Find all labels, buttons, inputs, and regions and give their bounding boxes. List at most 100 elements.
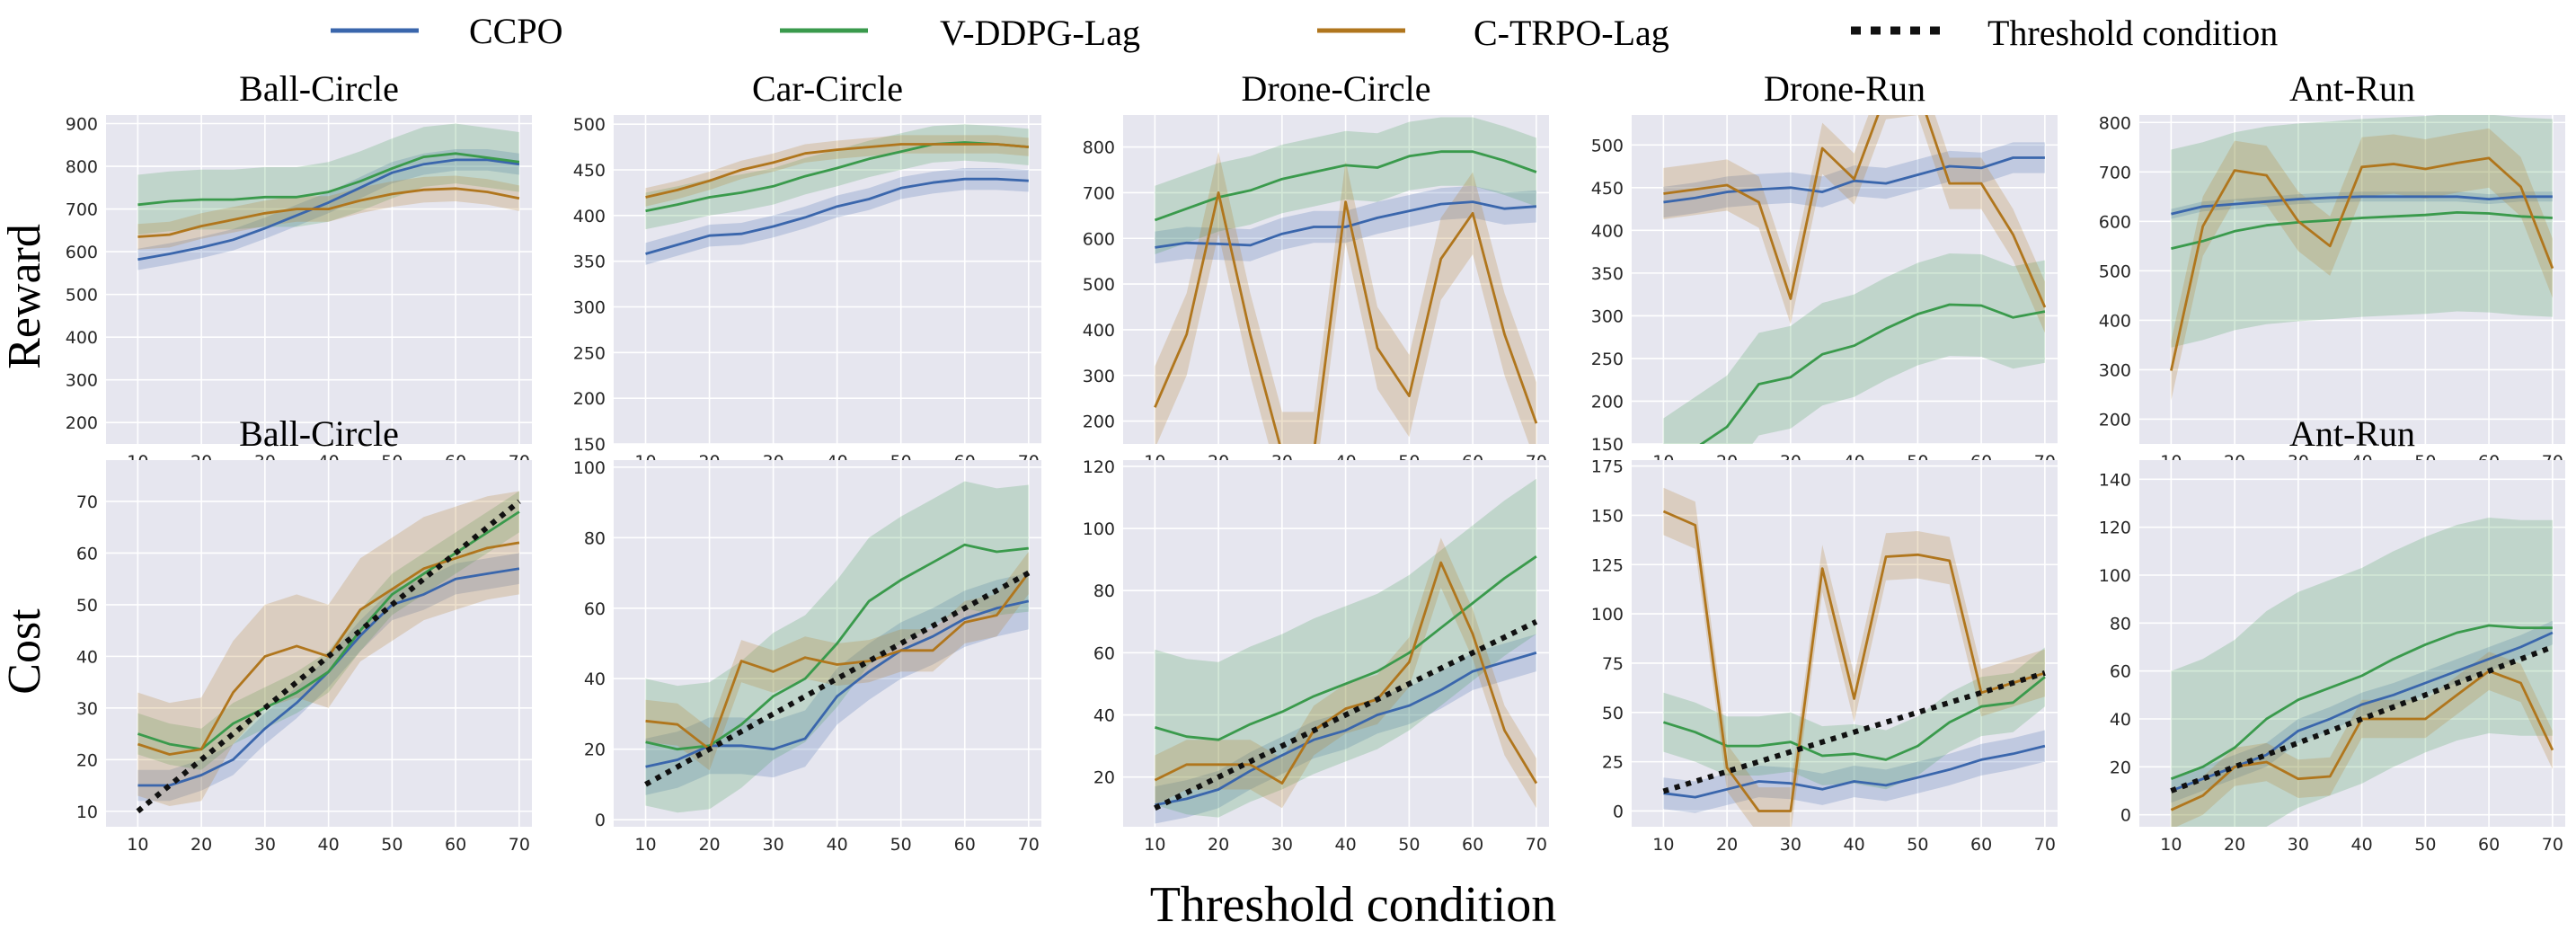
x-tick-label: 20 [1716, 835, 1738, 855]
y-tick-label: 500 [1591, 136, 1624, 155]
y-tick-label: 60 [2110, 662, 2131, 682]
y-tick-label: 80 [1093, 581, 1115, 601]
y-tick-label: 300 [1591, 306, 1624, 326]
y-tick-label: 250 [1591, 350, 1624, 369]
threshold-line [1154, 619, 1538, 811]
band-c-trpo-lag [137, 175, 519, 250]
legend-item-c-trpo-lag: C-TRPO-Lag [1317, 13, 1669, 53]
series-line-v-ddpg-lag [1155, 555, 1537, 741]
y-tick-label: 175 [1591, 457, 1624, 477]
series-line-ccpo [137, 158, 520, 262]
y-tick-label: 800 [66, 157, 98, 177]
series-line-v-ddpg-lag [1662, 676, 2046, 761]
x-tick-label: 30 [1780, 835, 1801, 855]
y-tick-label: 40 [1093, 706, 1115, 726]
y-tick-label: 100 [2099, 566, 2131, 586]
threshold-line [1662, 670, 2046, 794]
panel-reward-1-background [106, 115, 532, 444]
band-v-ddpg-lag [137, 123, 519, 235]
y-tick-label: 400 [1591, 221, 1624, 241]
panels: 10203040506070200300400500600700800900Ba… [66, 68, 2565, 855]
y-tick-label: 200 [573, 389, 606, 409]
x-tick-label: 70 [2542, 835, 2563, 855]
y-tick-label: 300 [573, 298, 606, 318]
x-tick-label: 50 [381, 835, 403, 855]
band-v-ddpg-lag [2171, 518, 2553, 827]
panel-cost-3: 10 20 30 40 50 60 70 20 40 60 80 100 120 [1083, 457, 1549, 855]
y-tick-label: 450 [573, 161, 606, 181]
x-tick-label: 10 [127, 835, 148, 855]
series-line-c-trpo-lag [645, 143, 1029, 199]
y-tick-label: 300 [2099, 360, 2131, 380]
y-tick-label: 150 [573, 435, 606, 455]
x-tick-label: 70 [1018, 835, 1040, 855]
x-tick-label: 10 [2160, 835, 2182, 855]
y-tick-label: 20 [76, 750, 98, 770]
series-line-v-ddpg-lag [1699, 303, 2046, 444]
series-line-v-ddpg-lag [137, 152, 520, 207]
x-tick-label: 50 [1398, 835, 1420, 855]
x-tick-label: 20 [2224, 835, 2245, 855]
series-line-c-trpo-lag [1154, 561, 1538, 785]
x-tick-label: 50 [1907, 835, 1928, 855]
y-tick-label: 140 [2099, 470, 2131, 490]
x-tick-label: 60 [445, 835, 466, 855]
y-tick-label: 125 [1591, 555, 1624, 575]
x-tick-label: 60 [1970, 835, 1992, 855]
panel-cost-3-plot-area [1154, 478, 1538, 824]
panel-reward-5: 10203040506070200300400500600700800Ant-R… [2099, 68, 2565, 472]
x-tick-label: 70 [1526, 835, 1547, 855]
x-tick-label: 40 [827, 835, 848, 855]
y-tick-label: 150 [1591, 506, 1624, 526]
panel-cost-4-background [1632, 460, 2058, 827]
x-tick-label: 40 [1844, 835, 1865, 855]
y-tick-label: 25 [1602, 753, 1624, 773]
panel-title: Ant-Run [2289, 413, 2415, 454]
band-ccpo [1155, 634, 1536, 824]
y-tick-label: 75 [1602, 654, 1624, 674]
series-line-ccpo [2171, 195, 2553, 216]
band-ccpo [2171, 191, 2553, 219]
y-tick-label: 150 [1591, 435, 1624, 455]
y-tick-label: 350 [573, 253, 606, 272]
x-tick-label: 30 [763, 835, 784, 855]
panel-title: Ball-Circle [239, 68, 399, 109]
panel-reward-2: 10203040506070150200250300350400450500Ca… [573, 68, 1041, 472]
y-tick-label: 30 [76, 699, 98, 719]
panel-title: Drone-Run [1764, 68, 1925, 109]
x-tick-label: 30 [254, 835, 276, 855]
series-line-v-ddpg-lag [2170, 624, 2553, 781]
y-tick-label: 80 [584, 528, 606, 548]
series-line-c-trpo-lag [1662, 510, 2046, 812]
y-tick-label: 400 [573, 207, 606, 226]
x-tick-label: 30 [2288, 835, 2309, 855]
band-ccpo [645, 168, 1029, 265]
panel-reward-5-plot-area [2170, 115, 2554, 401]
x-tick-label: 20 [190, 835, 212, 855]
y-tick-label: 50 [1602, 704, 1624, 723]
legend-item-v-ddpg-lag: V-DDPG-Lag [780, 13, 1140, 53]
band-c-trpo-lag [1663, 487, 2045, 827]
panel-title: Ant-Run [2289, 68, 2415, 109]
y-tick-label: 40 [584, 669, 606, 689]
legend-label-threshold: Threshold condition [1987, 13, 2278, 53]
series-line-v-ddpg-lag [2171, 210, 2553, 250]
panel-cost-5-plot-area [2170, 518, 2554, 827]
x-tick-label: 40 [1335, 835, 1357, 855]
panel-reward-4-plot-area [1663, 115, 2047, 444]
y-tick-label: 600 [66, 243, 98, 262]
band-v-ddpg-lag [1663, 253, 2045, 444]
y-tick-label: 250 [573, 343, 606, 363]
panel-reward-3: 10203040506070200300400500600700800Drone… [1083, 68, 1549, 472]
y-tick-label: 700 [66, 200, 98, 220]
x-tick-label: 40 [2351, 835, 2373, 855]
x-tick-label: 30 [1271, 835, 1293, 855]
y-tick-label: 600 [1083, 229, 1115, 249]
panel-cost-1-background [106, 460, 532, 827]
legend-label-v-ddpg-lag: V-DDPG-Lag [940, 13, 1140, 53]
panel-title: Ball-Circle [239, 413, 399, 454]
panel-reward-1: 10203040506070200300400500600700800900Ba… [66, 68, 532, 472]
panel-reward-4: 10203040506070150200250300350400450500Dr… [1591, 68, 2058, 472]
x-tick-label: 60 [954, 835, 976, 855]
x-tick-label: 50 [890, 835, 912, 855]
